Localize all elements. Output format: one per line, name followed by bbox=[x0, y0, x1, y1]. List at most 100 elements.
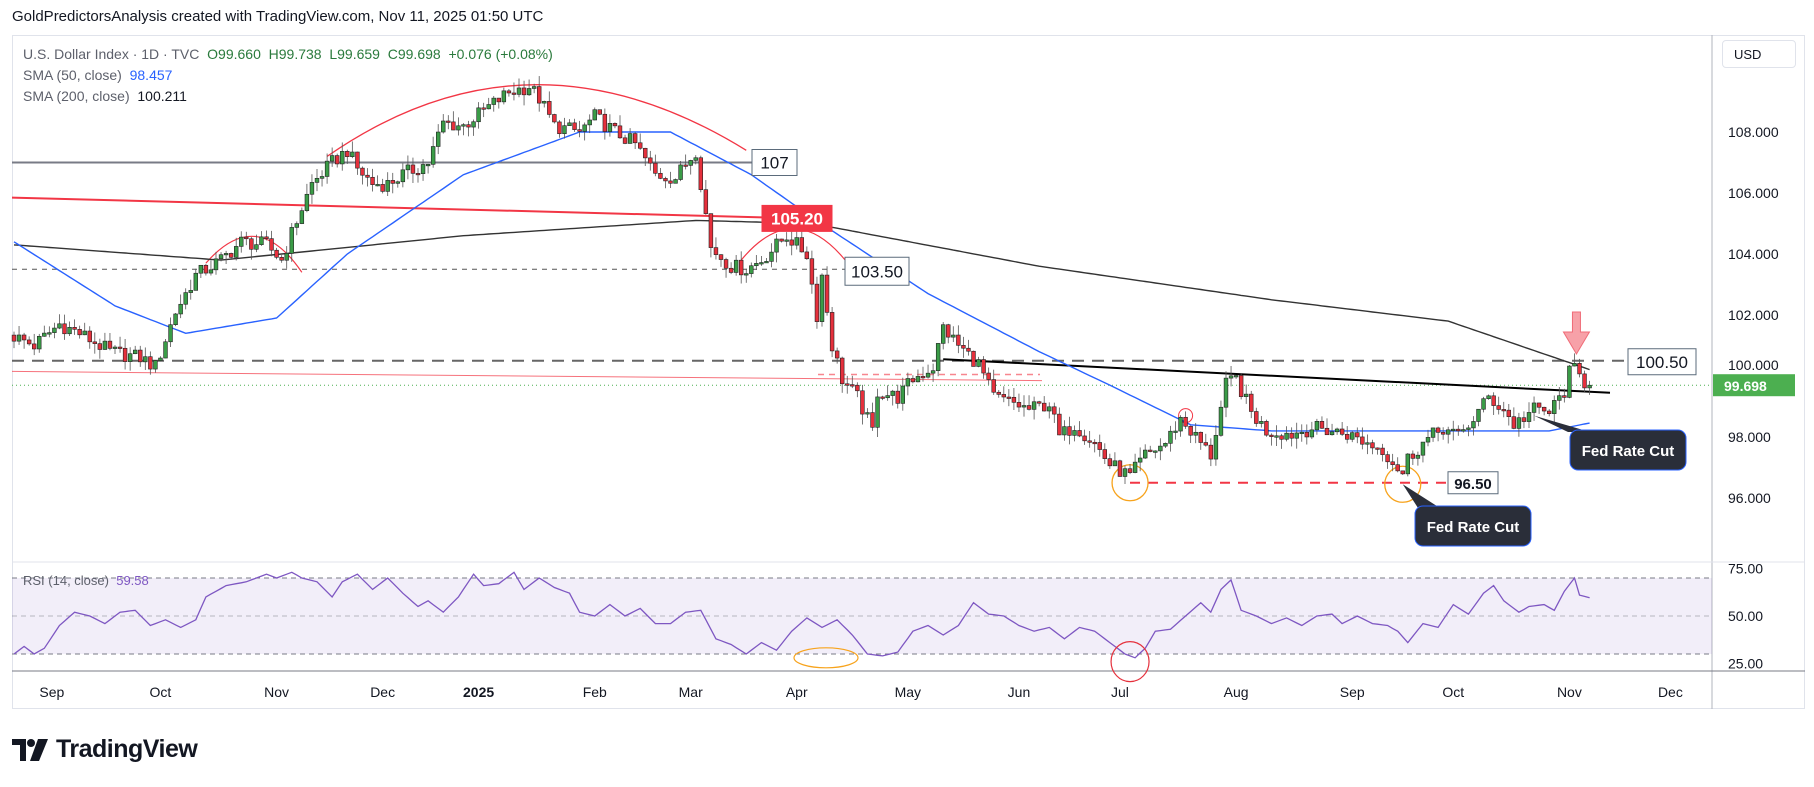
sma200-legend[interactable]: SMA (200, close) 100.211 bbox=[23, 88, 187, 104]
candle-up bbox=[1526, 412, 1532, 422]
time-label: Nov bbox=[264, 684, 289, 700]
time-label: Apr bbox=[786, 684, 808, 700]
candle-down bbox=[663, 178, 668, 182]
candle-up bbox=[1446, 429, 1451, 435]
candle-up bbox=[607, 123, 613, 132]
candle-up bbox=[865, 412, 870, 415]
candle-down bbox=[1562, 395, 1567, 398]
tradingview-logo[interactable]: TradingView bbox=[12, 735, 198, 764]
time-label: Sep bbox=[39, 684, 64, 700]
candle-down bbox=[1203, 442, 1209, 446]
candle-up bbox=[163, 341, 168, 359]
candle-down bbox=[355, 151, 360, 169]
pane-separators bbox=[12, 35, 1805, 709]
candle-down bbox=[839, 357, 845, 385]
candle-down bbox=[880, 396, 885, 399]
time-label: Jul bbox=[1111, 684, 1129, 700]
candle-down bbox=[577, 129, 582, 132]
time-label: Sep bbox=[1340, 684, 1365, 700]
candle-down bbox=[1208, 444, 1214, 460]
candle-down bbox=[1188, 425, 1193, 436]
candle-down bbox=[1097, 442, 1102, 450]
candle-up bbox=[183, 292, 188, 305]
candle-down bbox=[1289, 432, 1294, 439]
time-label: May bbox=[895, 684, 921, 700]
candle-down bbox=[203, 264, 209, 274]
candle-down bbox=[21, 334, 27, 341]
candle-down bbox=[1011, 396, 1017, 403]
candle-up bbox=[1314, 421, 1320, 431]
candle-up bbox=[193, 272, 198, 291]
candle-down bbox=[910, 378, 916, 383]
fed-rate-cut-callout-2: Fed Rate Cut bbox=[1582, 443, 1675, 460]
candle-up bbox=[173, 313, 178, 326]
candle-down bbox=[860, 390, 865, 415]
candle-up bbox=[1531, 402, 1537, 413]
candle-up bbox=[1259, 421, 1264, 424]
ohlc-low: L99.659 bbox=[329, 46, 380, 62]
candle-up bbox=[1471, 421, 1476, 429]
rounding-top-arc bbox=[326, 84, 747, 157]
candle-up bbox=[915, 376, 921, 383]
candle-down bbox=[506, 90, 512, 94]
candle-down bbox=[996, 391, 1001, 395]
candle-down bbox=[718, 254, 724, 260]
label-96-50-box bbox=[1447, 471, 1499, 495]
candle-up bbox=[1284, 432, 1289, 440]
candle-up bbox=[385, 180, 390, 192]
candle-up bbox=[900, 385, 906, 404]
candle-up bbox=[531, 86, 537, 89]
candle-down bbox=[789, 239, 794, 246]
candle-up bbox=[309, 182, 315, 195]
candle-down bbox=[92, 341, 98, 344]
candle-down bbox=[552, 114, 557, 123]
sma50-legend[interactable]: SMA (50, close) 98.457 bbox=[23, 67, 172, 83]
candle-up bbox=[57, 323, 62, 329]
tradingview-logo-icon bbox=[12, 738, 48, 761]
candle-down bbox=[698, 157, 704, 190]
candle-up bbox=[678, 164, 683, 180]
candle-up bbox=[1112, 460, 1118, 467]
candle-up bbox=[1274, 435, 1279, 438]
candle-up bbox=[425, 164, 431, 167]
candle-up bbox=[1153, 450, 1158, 453]
candle-down bbox=[1370, 442, 1375, 449]
rsi-legend[interactable]: RSI (14, close) 59.58 bbox=[23, 573, 149, 588]
candle-up bbox=[1294, 432, 1299, 439]
candle-down bbox=[390, 180, 395, 184]
candle-down bbox=[62, 323, 67, 335]
currency-button[interactable]: USD bbox=[1722, 40, 1796, 68]
candle-down bbox=[451, 121, 456, 131]
candle-up bbox=[400, 169, 406, 183]
candle-down bbox=[708, 213, 714, 248]
candle-down bbox=[97, 343, 103, 350]
time-label: 2025 bbox=[463, 684, 494, 700]
symbol-legend[interactable]: U.S. Dollar Index · 1D · TVC O99.660 H99… bbox=[23, 46, 553, 62]
candle-down bbox=[1456, 428, 1461, 432]
last-price-badge bbox=[1713, 374, 1795, 397]
candle-down bbox=[1385, 454, 1390, 463]
candle-up bbox=[476, 107, 481, 123]
candle-up bbox=[693, 157, 698, 161]
candle-up bbox=[188, 290, 193, 293]
candle-up bbox=[158, 357, 163, 361]
time-label: Jun bbox=[1008, 684, 1031, 700]
candle-down bbox=[557, 121, 562, 135]
label-105-20-box bbox=[761, 204, 833, 232]
candle-down bbox=[1541, 406, 1547, 412]
candle-up bbox=[1233, 375, 1239, 378]
candle-up bbox=[289, 227, 294, 254]
candle-down bbox=[643, 147, 648, 159]
candle-up bbox=[582, 124, 587, 132]
candle-down bbox=[1380, 447, 1385, 455]
candle-down bbox=[117, 346, 123, 349]
candle-up bbox=[16, 334, 22, 342]
candle-down bbox=[895, 390, 900, 404]
candle-up bbox=[471, 121, 476, 128]
candle-up bbox=[314, 178, 320, 183]
candle-down bbox=[122, 347, 128, 362]
candle-up bbox=[1178, 416, 1183, 432]
candle-down bbox=[1042, 402, 1047, 412]
candle-down bbox=[1355, 432, 1360, 438]
